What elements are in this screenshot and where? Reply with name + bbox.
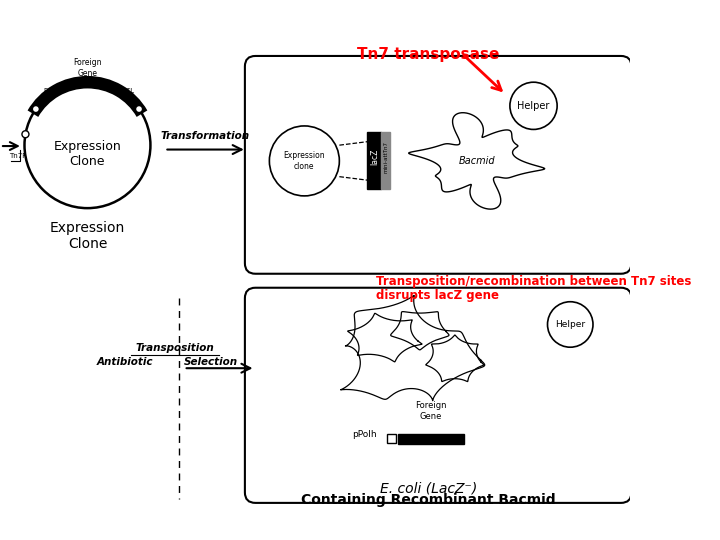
Text: Foreign
Gene: Foreign Gene — [73, 58, 102, 78]
Text: E. coli (LacZ⁻): E. coli (LacZ⁻) — [380, 482, 477, 496]
FancyBboxPatch shape — [245, 56, 631, 274]
Text: Helper: Helper — [555, 320, 585, 329]
Text: pPolh: pPolh — [352, 430, 377, 440]
Text: Containing Recombinant Bacmid: Containing Recombinant Bacmid — [301, 493, 556, 507]
Text: Selection: Selection — [184, 357, 238, 367]
Text: disrupts lacZ gene: disrupts lacZ gene — [376, 288, 499, 302]
Circle shape — [32, 105, 40, 112]
Text: Foreign
Gene: Foreign Gene — [415, 401, 446, 421]
Text: Antibiotic: Antibiotic — [96, 357, 153, 367]
Text: Transposition/recombination between Tn7 sites: Transposition/recombination between Tn7 … — [376, 275, 691, 288]
Text: Ppol: Ppol — [43, 88, 58, 94]
Circle shape — [135, 105, 143, 112]
Text: Expression
Clone: Expression Clone — [50, 221, 125, 252]
Bar — [367, 132, 382, 189]
Text: Expression
clone: Expression clone — [284, 151, 325, 171]
Text: Helper: Helper — [518, 101, 549, 111]
Text: Transformation: Transformation — [161, 131, 250, 141]
Bar — [398, 434, 464, 444]
Circle shape — [510, 82, 557, 130]
Circle shape — [547, 302, 593, 347]
Text: Transposition: Transposition — [135, 343, 215, 353]
Text: Tn7 transposase: Tn7 transposase — [357, 47, 500, 62]
FancyBboxPatch shape — [245, 288, 631, 503]
Circle shape — [22, 131, 29, 138]
Bar — [387, 434, 396, 443]
Text: lacZ: lacZ — [370, 148, 379, 165]
Bar — [382, 132, 390, 189]
Text: Tn7L: Tn7L — [117, 88, 135, 94]
Circle shape — [269, 126, 339, 196]
Text: mini-attTn7: mini-attTn7 — [383, 140, 388, 173]
Text: Tn7R: Tn7R — [9, 153, 27, 159]
Text: Bacmid: Bacmid — [459, 156, 495, 166]
Text: Expression
Clone: Expression Clone — [53, 140, 122, 168]
